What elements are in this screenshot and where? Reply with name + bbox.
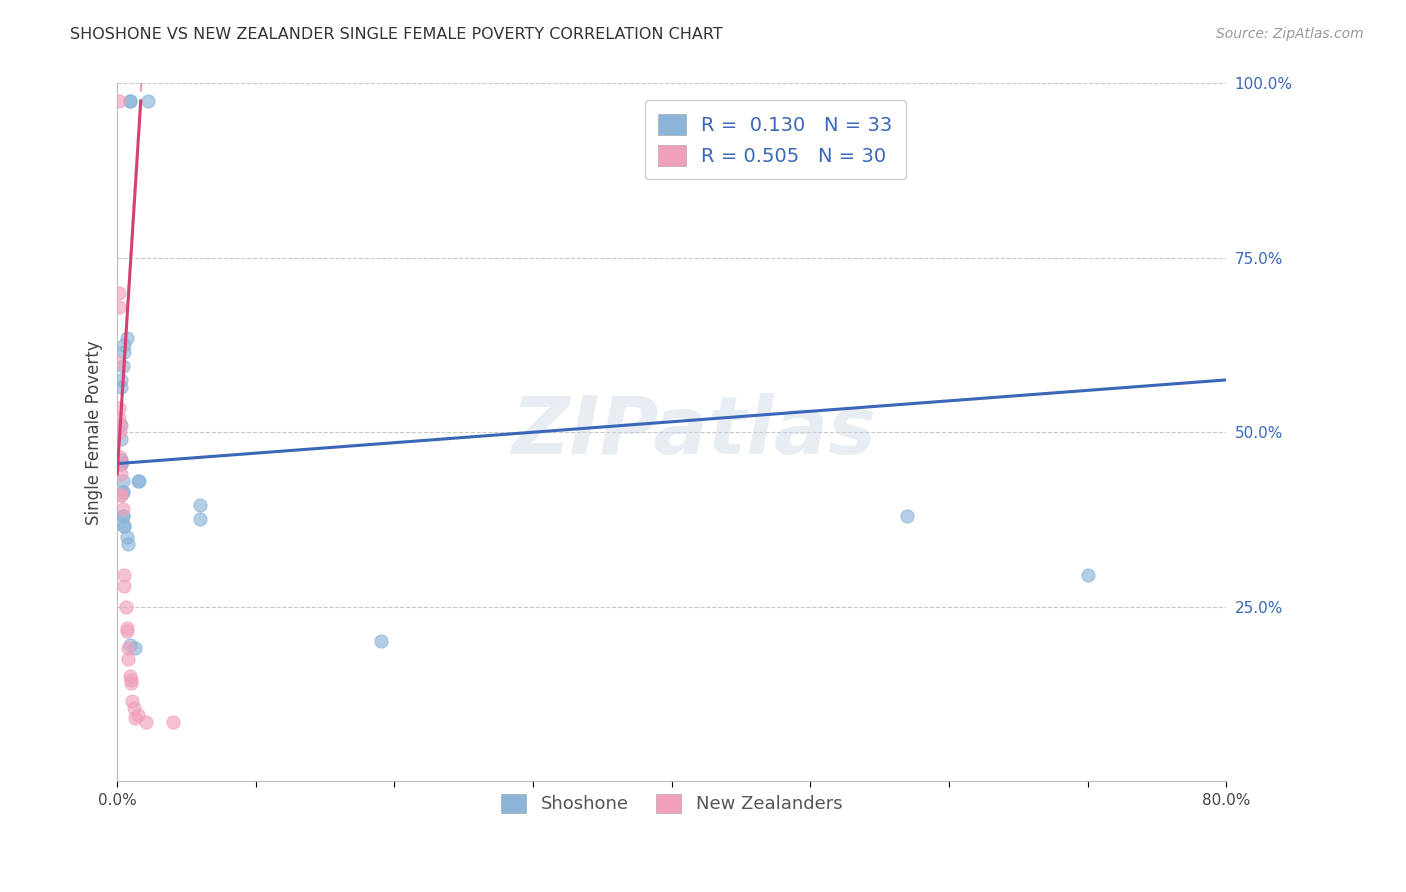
Point	[114, 599, 136, 614]
Point	[115, 624, 138, 638]
Point	[107, 300, 129, 314]
Point	[370, 634, 392, 648]
Point	[128, 474, 150, 488]
Point	[121, 694, 143, 708]
Point	[110, 457, 132, 471]
Point	[107, 285, 129, 300]
Point	[111, 502, 134, 516]
Point	[110, 373, 132, 387]
Point	[118, 638, 141, 652]
Point	[124, 711, 146, 725]
Point	[118, 94, 141, 108]
Point	[135, 714, 157, 729]
Point	[111, 484, 134, 499]
Point	[120, 676, 142, 690]
Point	[118, 94, 141, 108]
Point	[190, 499, 212, 513]
Legend: Shoshone, New Zealanders: Shoshone, New Zealanders	[491, 782, 853, 824]
Point	[124, 641, 146, 656]
Point	[127, 707, 149, 722]
Point	[110, 488, 132, 502]
Point	[107, 411, 129, 425]
Text: Source: ZipAtlas.com: Source: ZipAtlas.com	[1216, 27, 1364, 41]
Point	[110, 432, 132, 446]
Point	[122, 700, 145, 714]
Point	[108, 457, 131, 471]
Point	[112, 519, 135, 533]
Text: SHOSHONE VS NEW ZEALANDER SINGLE FEMALE POVERTY CORRELATION CHART: SHOSHONE VS NEW ZEALANDER SINGLE FEMALE …	[70, 27, 723, 42]
Point	[110, 418, 132, 433]
Point	[136, 94, 159, 108]
Point	[107, 94, 129, 108]
Point	[110, 488, 132, 502]
Point	[112, 519, 135, 533]
Point	[127, 474, 149, 488]
Point	[110, 453, 132, 467]
Point	[112, 579, 135, 593]
Point	[111, 508, 134, 523]
Point	[112, 568, 135, 582]
Point	[110, 453, 132, 467]
Point	[112, 345, 135, 359]
Point	[190, 512, 212, 526]
Point	[112, 338, 135, 352]
Point	[120, 673, 142, 687]
Point	[108, 418, 131, 433]
Point	[115, 530, 138, 544]
Point	[896, 508, 918, 523]
Y-axis label: Single Female Poverty: Single Female Poverty	[86, 340, 103, 524]
Point	[117, 641, 139, 656]
Point	[111, 359, 134, 373]
Point	[117, 537, 139, 551]
Point	[110, 467, 132, 481]
Point	[111, 474, 134, 488]
Point	[1077, 568, 1099, 582]
Point	[110, 380, 132, 394]
Point	[111, 484, 134, 499]
Point	[115, 331, 138, 345]
Point	[115, 621, 138, 635]
Point	[111, 508, 134, 523]
Point	[107, 355, 129, 369]
Text: ZIPatlas: ZIPatlas	[512, 393, 876, 471]
Point	[117, 652, 139, 666]
Point	[118, 669, 141, 683]
Point	[108, 425, 131, 440]
Point	[110, 457, 132, 471]
Point	[162, 714, 184, 729]
Point	[108, 450, 131, 464]
Point	[107, 401, 129, 415]
